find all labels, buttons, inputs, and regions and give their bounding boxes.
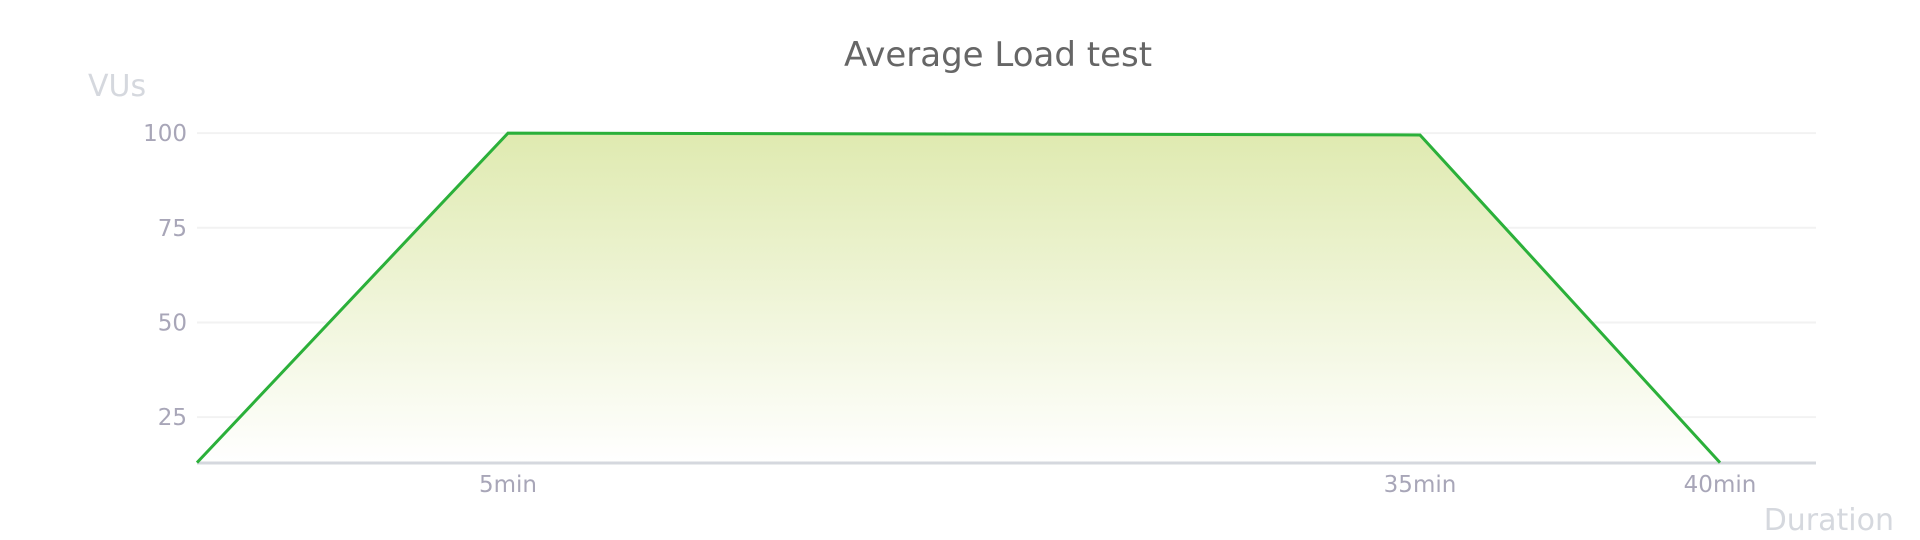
y-tick-label: 25 bbox=[158, 405, 187, 431]
y-axis-title: VUs bbox=[88, 69, 146, 104]
x-tick-label: 5min bbox=[479, 472, 537, 498]
y-tick-label: 75 bbox=[158, 216, 187, 242]
y-tick-label: 100 bbox=[143, 121, 187, 147]
x-tick-label: 35min bbox=[1384, 472, 1457, 498]
series-line bbox=[195, 131, 1722, 464]
x-tick-label: 40min bbox=[1684, 472, 1757, 498]
y-tick-label: 50 bbox=[158, 310, 187, 336]
x-axis-title: Duration bbox=[1764, 503, 1894, 538]
series-area bbox=[197, 133, 1720, 464]
chart-title: Average Load test bbox=[844, 35, 1152, 75]
